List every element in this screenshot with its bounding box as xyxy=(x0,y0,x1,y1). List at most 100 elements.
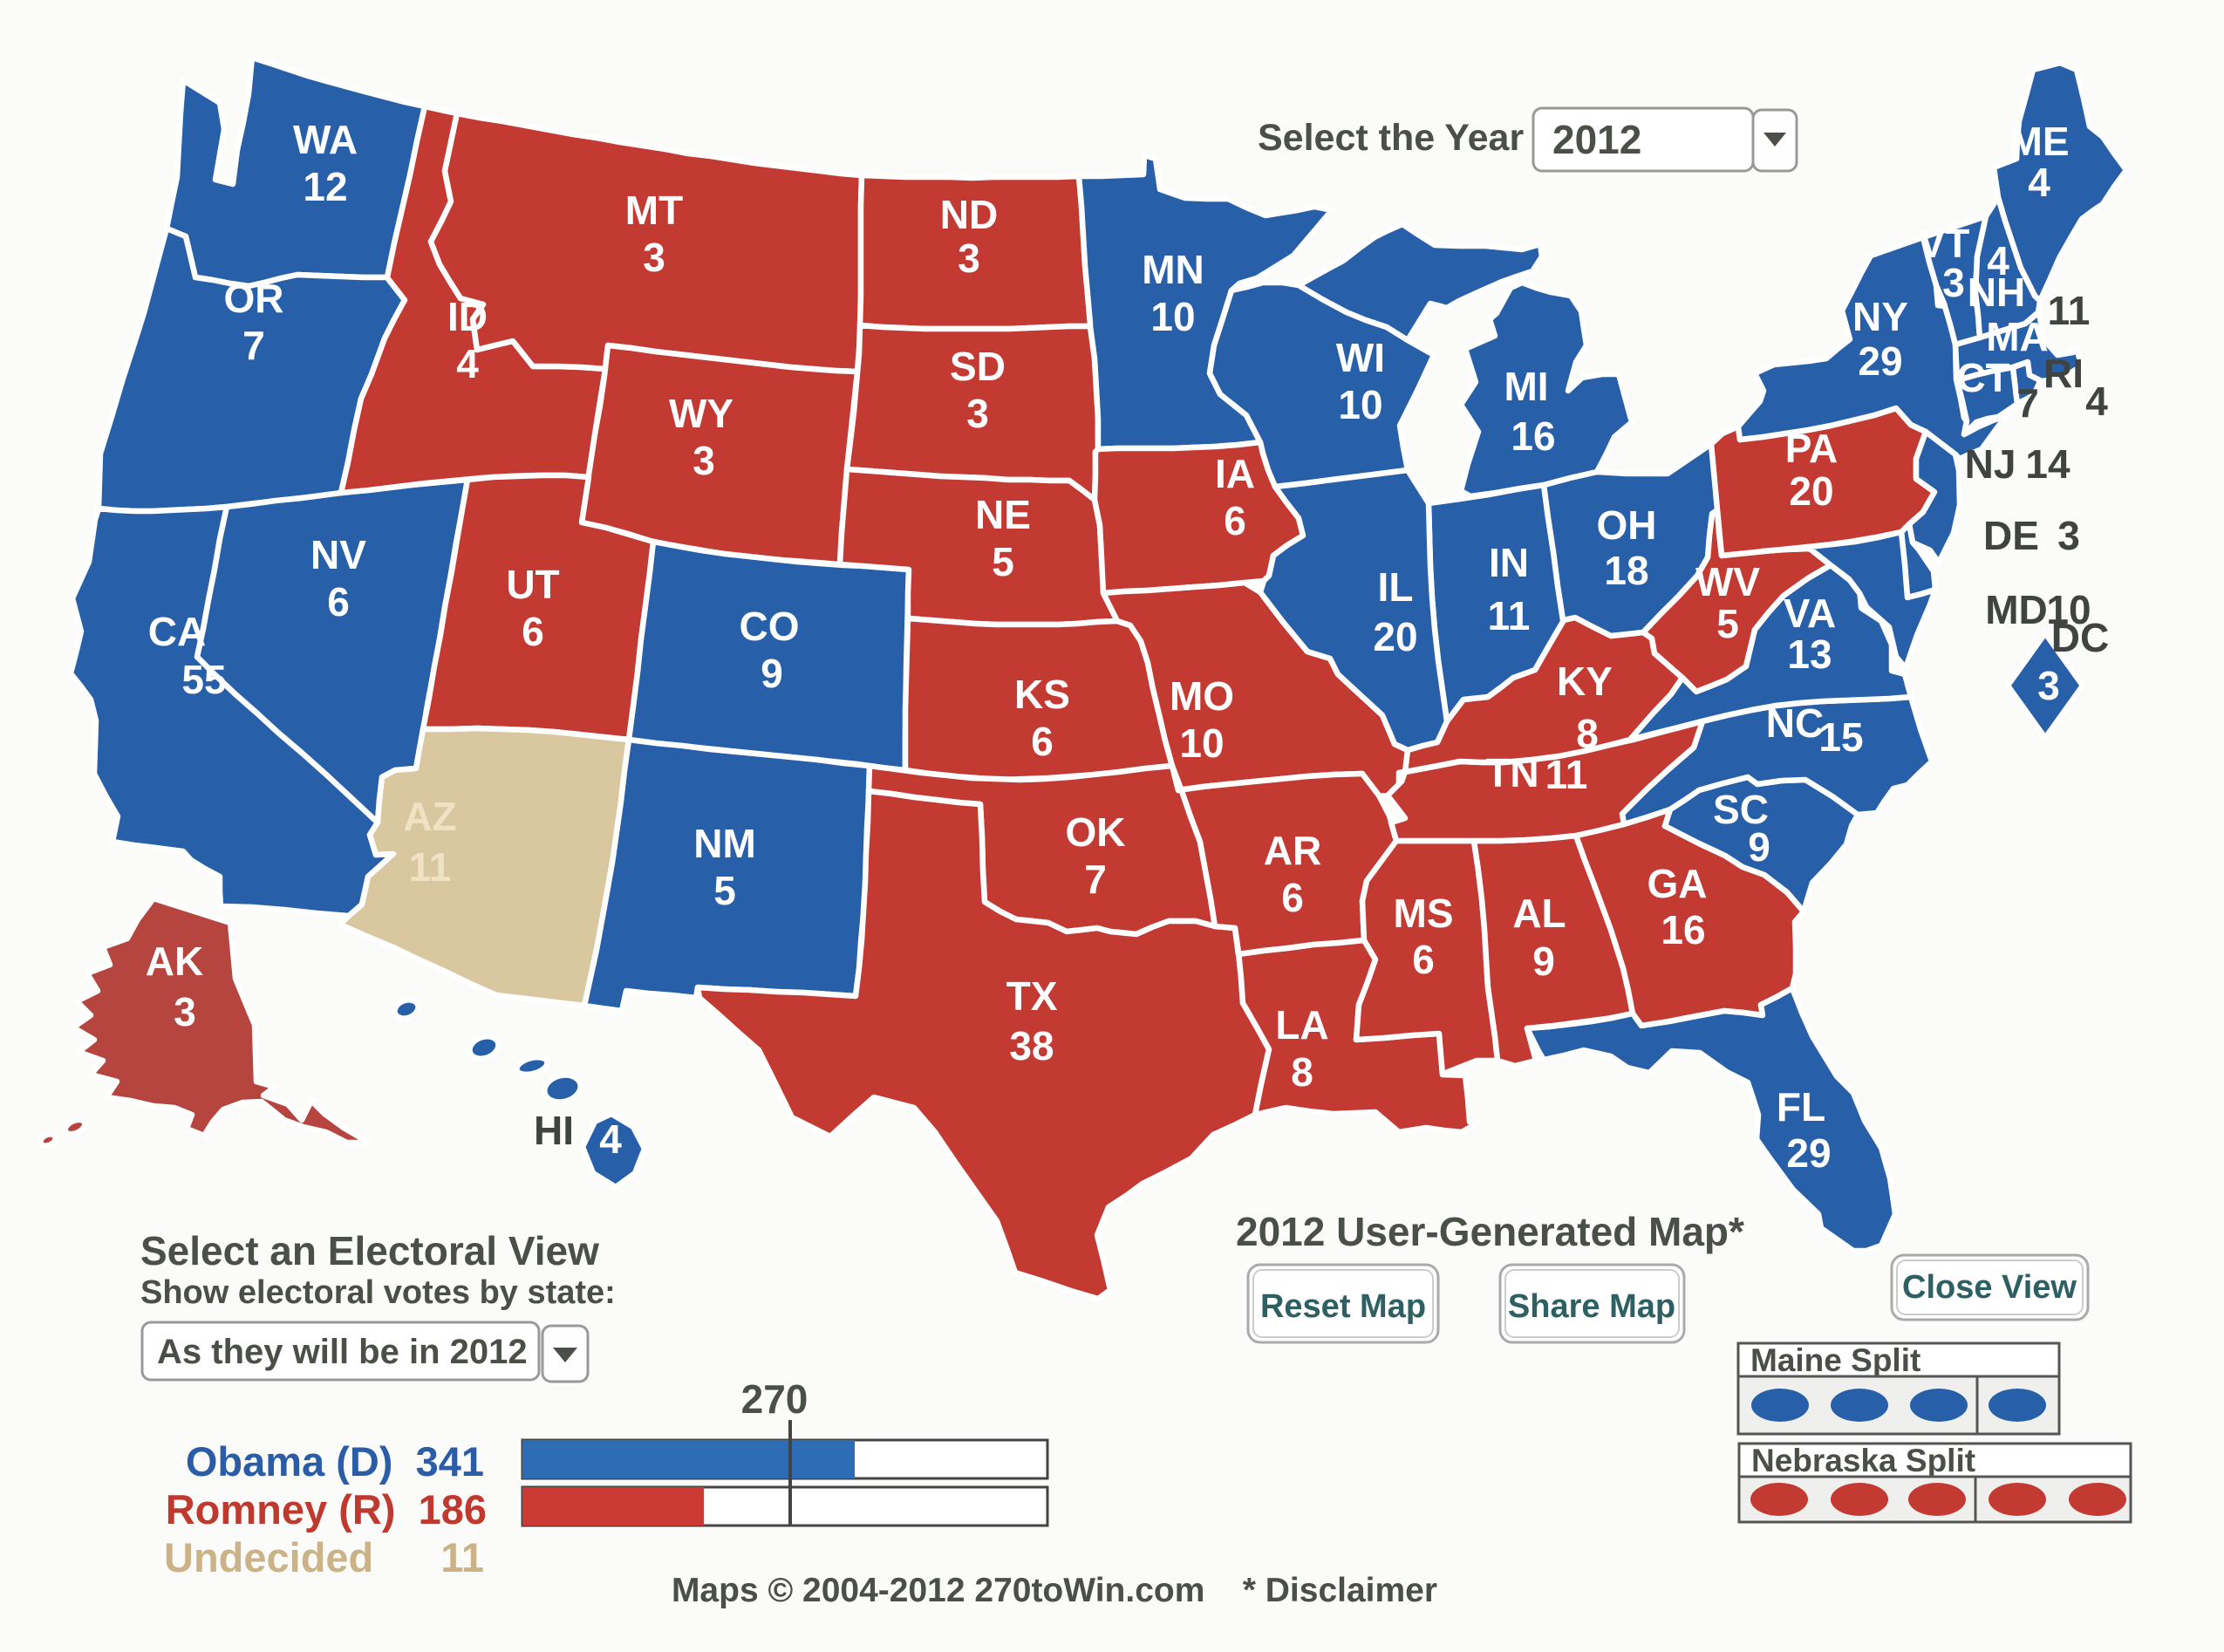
svg-text:VT: VT xyxy=(1919,221,1970,266)
svg-text:10: 10 xyxy=(1179,720,1224,766)
svg-text:29: 29 xyxy=(1858,338,1902,384)
svg-text:TX: TX xyxy=(1006,973,1058,1019)
svg-text:MT: MT xyxy=(625,188,683,233)
svg-text:14: 14 xyxy=(2025,441,2071,487)
svg-text:VA: VA xyxy=(1784,590,1837,636)
svg-text:Show electoral votes by state:: Show electoral votes by state: xyxy=(140,1274,616,1311)
svg-text:10: 10 xyxy=(1338,382,1382,427)
svg-text:NJ: NJ xyxy=(1965,441,2016,487)
svg-text:OR: OR xyxy=(224,276,284,321)
svg-text:NM: NM xyxy=(693,821,756,866)
svg-text:3: 3 xyxy=(966,391,989,436)
svg-text:6: 6 xyxy=(1031,719,1054,764)
svg-text:8: 8 xyxy=(1291,1049,1313,1095)
svg-text:MD: MD xyxy=(1985,587,2048,632)
svg-text:10: 10 xyxy=(2046,587,2091,632)
svg-text:Reset Map: Reset Map xyxy=(1260,1288,1426,1325)
svg-text:MA: MA xyxy=(1986,314,2049,359)
svg-text:ID: ID xyxy=(447,294,488,339)
svg-text:DE: DE xyxy=(1983,513,2039,558)
svg-text:3: 3 xyxy=(2037,663,2060,708)
svg-text:Share Map: Share Map xyxy=(1508,1288,1675,1325)
svg-text:DC: DC xyxy=(2051,615,2109,660)
svg-text:3: 3 xyxy=(958,236,980,281)
svg-text:MI: MI xyxy=(1504,364,1548,409)
svg-text:16: 16 xyxy=(1661,907,1705,952)
svg-text:WI: WI xyxy=(1336,335,1385,380)
svg-text:Close View: Close View xyxy=(1902,1269,2077,1306)
svg-text:5: 5 xyxy=(713,868,736,913)
svg-text:5: 5 xyxy=(1716,601,1739,646)
svg-text:3: 3 xyxy=(2057,513,2080,558)
svg-text:4: 4 xyxy=(1987,238,2009,283)
svg-text:20: 20 xyxy=(1789,468,1833,514)
svg-text:GA: GA xyxy=(1648,861,1708,906)
svg-text:16: 16 xyxy=(1511,413,1555,459)
svg-text:CO: CO xyxy=(740,604,800,649)
svg-text:4: 4 xyxy=(2085,379,2108,424)
svg-text:AK: AK xyxy=(146,939,203,984)
svg-text:CA: CA xyxy=(148,609,206,654)
svg-text:NC: NC xyxy=(1766,700,1824,746)
svg-text:11: 11 xyxy=(440,1534,484,1580)
svg-text:20: 20 xyxy=(1373,614,1417,659)
svg-text:Nebraska Split: Nebraska Split xyxy=(1751,1443,1975,1478)
svg-text:PA: PA xyxy=(1785,426,1839,471)
svg-text:9: 9 xyxy=(1748,824,1770,870)
svg-text:11: 11 xyxy=(2048,288,2091,333)
svg-text:Undecided: Undecided xyxy=(164,1534,373,1580)
svg-text:As they will be in 2012: As they will be in 2012 xyxy=(157,1333,528,1371)
svg-text:4: 4 xyxy=(2028,160,2050,205)
svg-text:ND: ND xyxy=(940,192,998,237)
svg-text:MS: MS xyxy=(1394,891,1454,936)
svg-text:SC: SC xyxy=(1713,787,1769,832)
svg-text:WY: WY xyxy=(669,391,733,436)
svg-text:3: 3 xyxy=(643,235,665,280)
svg-text:5: 5 xyxy=(992,539,1014,584)
svg-text:LA: LA xyxy=(1275,1002,1328,1048)
svg-text:6: 6 xyxy=(1224,498,1246,543)
svg-text:9: 9 xyxy=(1532,939,1555,984)
svg-text:TN: TN xyxy=(1485,750,1538,795)
svg-text:RI: RI xyxy=(2043,351,2084,396)
svg-text:3: 3 xyxy=(1942,260,1965,305)
svg-text:NE: NE xyxy=(975,492,1031,537)
svg-text:MN: MN xyxy=(1142,247,1204,292)
svg-text:AR: AR xyxy=(1264,828,1321,873)
svg-text:2012: 2012 xyxy=(1552,117,1641,162)
svg-text:11: 11 xyxy=(409,844,452,890)
svg-text:FL: FL xyxy=(1777,1084,1825,1130)
svg-text:Maps © 2004-2012 270toWin.com: Maps © 2004-2012 270toWin.com * Disclaim… xyxy=(672,1572,1437,1609)
svg-text:7: 7 xyxy=(242,323,265,368)
svg-text:SD: SD xyxy=(950,344,1006,389)
svg-text:IL: IL xyxy=(1378,564,1414,610)
svg-text:KY: KY xyxy=(1557,659,1613,704)
svg-text:55: 55 xyxy=(181,657,226,702)
svg-text:AL: AL xyxy=(1512,891,1566,936)
svg-text:NY: NY xyxy=(1852,294,1908,339)
svg-text:270: 270 xyxy=(741,1376,808,1422)
svg-text:Maine Split: Maine Split xyxy=(1750,1342,1920,1378)
svg-text:4: 4 xyxy=(599,1116,622,1162)
svg-text:UT: UT xyxy=(506,562,559,607)
svg-text:6: 6 xyxy=(327,579,350,625)
svg-text:15: 15 xyxy=(1818,714,1863,760)
svg-text:4: 4 xyxy=(456,341,479,386)
svg-text:Obama (D) 341: Obama (D) 341 xyxy=(186,1438,484,1485)
svg-text:11: 11 xyxy=(1545,752,1588,797)
svg-text:12: 12 xyxy=(303,164,347,209)
svg-text:6: 6 xyxy=(522,609,544,654)
svg-text:NH: NH xyxy=(1968,270,2025,315)
svg-text:KS: KS xyxy=(1014,672,1070,717)
svg-text:Romney (R) 186: Romney (R) 186 xyxy=(166,1486,487,1533)
svg-text:3: 3 xyxy=(174,989,196,1034)
svg-text:WV: WV xyxy=(1695,559,1760,604)
svg-text:NV: NV xyxy=(310,532,366,577)
svg-text:38: 38 xyxy=(1009,1023,1054,1068)
svg-text:6: 6 xyxy=(1412,937,1435,982)
svg-text:9: 9 xyxy=(761,651,783,696)
svg-text:OK: OK xyxy=(1066,809,1126,855)
svg-text:11: 11 xyxy=(1488,593,1531,638)
svg-text:AZ: AZ xyxy=(403,794,456,839)
svg-text:7: 7 xyxy=(2016,380,2039,426)
